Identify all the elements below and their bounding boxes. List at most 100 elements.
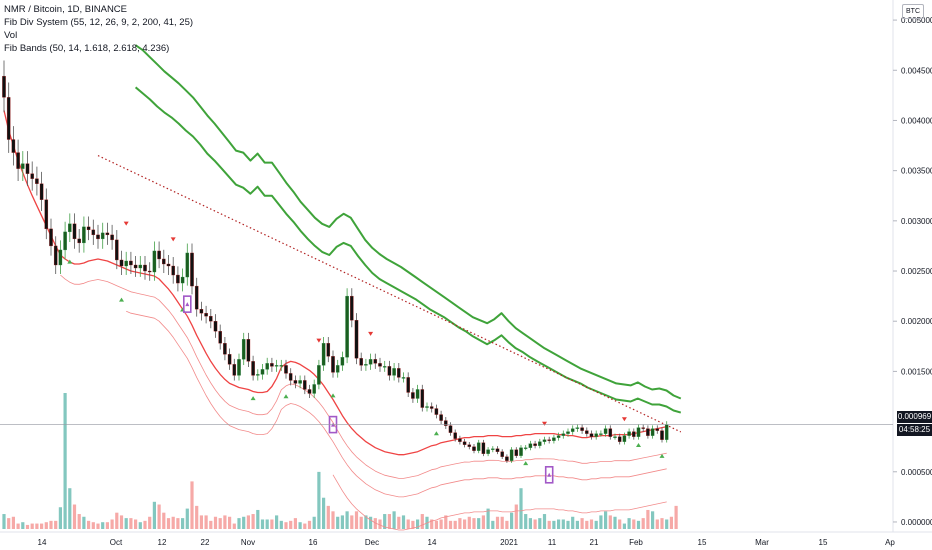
sell-signal-icon	[621, 417, 627, 422]
volume-bar	[453, 520, 457, 529]
volume-bar	[467, 516, 471, 529]
volume-bar	[401, 515, 406, 529]
symbol-title[interactable]: NMR / Bitcoin, 1D, BINANCE	[4, 4, 127, 15]
candle-body	[317, 365, 321, 385]
candle-body	[519, 447, 523, 456]
volume-bar	[336, 516, 340, 529]
candle-body	[49, 228, 53, 247]
volume-bar	[190, 481, 194, 529]
buy-signal-icon	[250, 396, 256, 401]
currency-badge[interactable]: BTC	[902, 4, 924, 19]
candle-body	[486, 449, 490, 454]
volume-bar	[317, 471, 321, 529]
candle-body	[274, 365, 279, 367]
indicator-fib-bands[interactable]: Fib Bands (50, 14, 1.618, 2.618, 4.236)	[4, 43, 170, 54]
volume-bar	[646, 509, 650, 529]
signal-markers	[67, 221, 665, 484]
candle-body	[345, 295, 349, 358]
volume-bar	[16, 523, 20, 529]
candle-body	[528, 443, 533, 448]
x-tick-label: 14	[38, 538, 47, 547]
volume-bar	[293, 518, 297, 529]
candle-body	[650, 428, 655, 436]
volume-bar	[289, 520, 293, 529]
volume-bar	[157, 504, 161, 529]
x-tick-label: 2021	[500, 538, 518, 547]
countdown-label: 04:58:25	[897, 424, 932, 436]
volume-bar	[538, 518, 542, 529]
volume-bar	[25, 524, 30, 529]
volume-bar	[392, 511, 396, 529]
candle-body	[209, 316, 213, 322]
volume-bar	[185, 508, 189, 529]
candle-body	[491, 448, 495, 450]
y-tick-label: 0.000000	[901, 518, 932, 527]
volume-bar	[557, 519, 561, 529]
indicator-fib-div[interactable]: Fib Div System (55, 12, 26, 9, 2, 200, 4…	[4, 17, 194, 28]
volume-bar	[303, 523, 307, 529]
volume-bar	[608, 515, 612, 529]
candle-body	[594, 433, 598, 437]
candle-body	[622, 435, 627, 442]
volume-bar	[463, 519, 467, 529]
mid-line	[3, 110, 667, 456]
candle-body	[467, 444, 472, 447]
candle-body	[119, 259, 124, 267]
volume-bar	[110, 519, 114, 529]
volume-bar	[524, 514, 528, 529]
candle-body	[166, 263, 171, 267]
volume-bar	[561, 519, 565, 529]
volume-bar	[242, 516, 246, 529]
candle-body	[110, 234, 114, 241]
y-tick-label: 0.000500	[901, 468, 932, 477]
volume-bar	[345, 511, 349, 529]
candle-body	[406, 377, 410, 393]
candle-body	[270, 363, 274, 367]
candle-body	[664, 424, 669, 440]
x-tick-label: Ap	[885, 538, 895, 547]
upper-band-inner	[134, 86, 682, 414]
candle-body	[364, 364, 368, 366]
y-tick-label: 0.003500	[901, 167, 932, 176]
y-tick-label: 0.001500	[901, 367, 932, 376]
x-tick-label: 22	[201, 538, 210, 547]
fib-bands	[3, 44, 682, 531]
volume-bar	[542, 514, 547, 529]
indicator-vol[interactable]: Vol	[4, 30, 18, 41]
candle-body	[627, 431, 631, 436]
candle-body	[190, 252, 194, 287]
volume-bar	[510, 512, 514, 529]
x-tick-label: 14	[428, 538, 437, 547]
upper-band-outer	[135, 44, 682, 400]
volume-bar	[575, 520, 579, 529]
chart-legend[interactable]: NMR / Bitcoin, 1D, BINANCE Fib Div Syste…	[4, 3, 193, 55]
y-tick-label: 0.002000	[901, 317, 932, 326]
candle-body	[185, 252, 190, 278]
divergence-flag-icon	[544, 465, 554, 484]
y-tick-label: 0.004500	[901, 66, 932, 75]
candle-body	[580, 427, 584, 431]
volume-bar	[129, 518, 133, 529]
volume-bar	[68, 488, 72, 529]
buy-signal-icon	[523, 461, 529, 466]
candle-body	[575, 427, 580, 429]
volume-bar	[251, 514, 255, 529]
sell-signal-icon	[170, 237, 176, 242]
candle-body	[660, 430, 664, 440]
volume-bar	[223, 515, 227, 529]
volume-bar	[354, 511, 359, 529]
candle-body	[415, 389, 420, 399]
candle-body	[425, 406, 429, 408]
volume-bar	[312, 516, 316, 529]
volume-bar	[448, 520, 453, 529]
candle-body	[599, 433, 603, 435]
volume-bar	[622, 523, 626, 529]
candle-body	[2, 75, 6, 98]
volume-bar	[477, 518, 481, 529]
candle-body	[608, 428, 613, 437]
volume-bar	[77, 514, 81, 529]
candle-body	[335, 365, 340, 373]
volume-bar	[411, 520, 415, 529]
volume-bar	[134, 519, 138, 529]
